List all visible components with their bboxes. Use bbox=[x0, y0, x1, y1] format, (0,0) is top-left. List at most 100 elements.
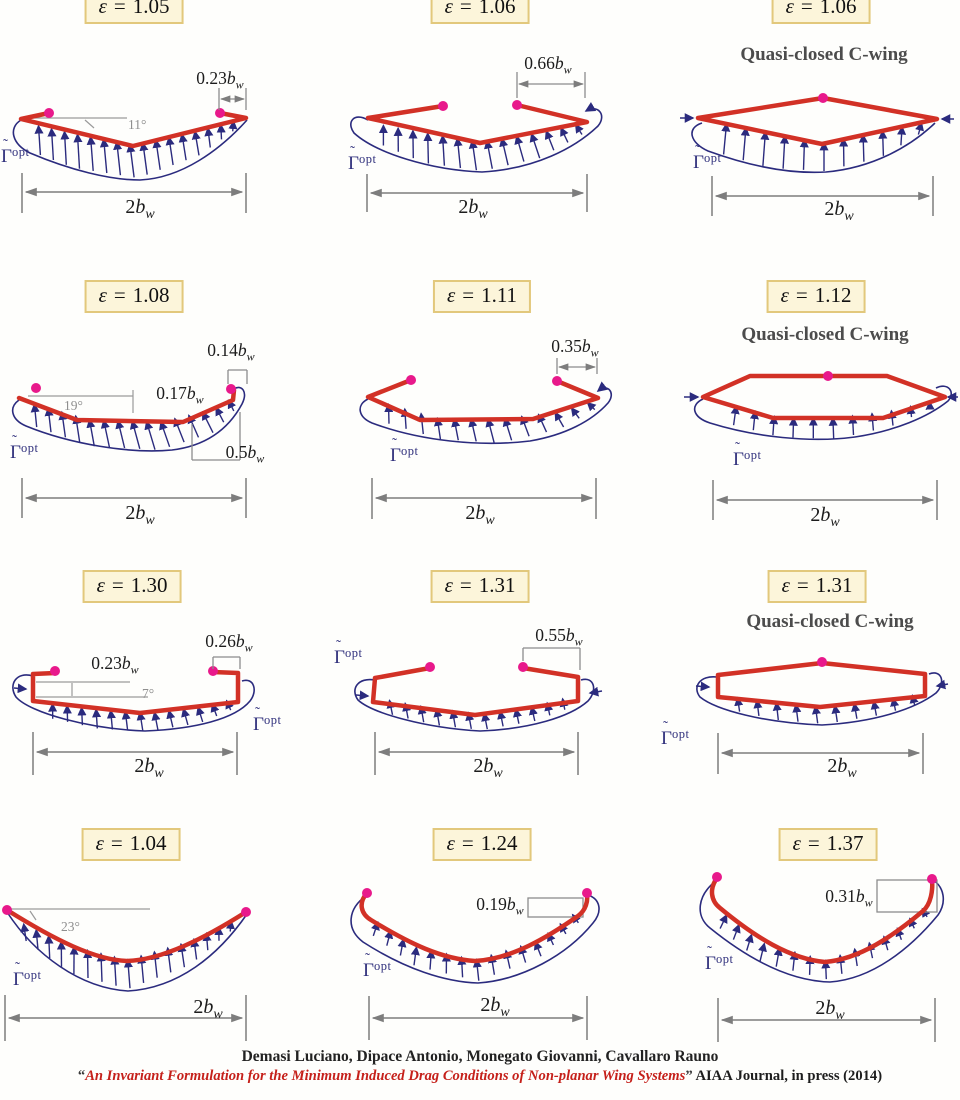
wing-drawing bbox=[12, 656, 255, 775]
span-dimension bbox=[4, 995, 247, 1041]
circulation-arrow bbox=[570, 407, 580, 419]
dimension-label: 0.5bw bbox=[225, 442, 265, 466]
quasi-closed-c-wing-label: Quasi-closed C-wing bbox=[746, 611, 914, 632]
wing-diagram-cell-8: ε = 1.31 0.55bw ˜ Γopt 2bw bbox=[320, 547, 640, 810]
dimension-label: 0.23bw bbox=[91, 653, 139, 677]
circulation-arrow bbox=[554, 411, 565, 428]
circulation-arrow bbox=[191, 130, 201, 156]
circulation-arrow bbox=[499, 137, 509, 166]
circulation-arrow bbox=[760, 130, 770, 166]
circulation-arrow bbox=[773, 946, 783, 967]
circulation-arrow bbox=[216, 123, 226, 140]
efficiency-badge: ε = 1.05 bbox=[84, 0, 184, 24]
gamma-opt-label: ˜ Γopt bbox=[253, 705, 282, 735]
circulation-arrow bbox=[468, 139, 478, 171]
efficiency-badge: ε = 1.37 bbox=[778, 828, 878, 861]
wingtip-dot bbox=[817, 657, 827, 667]
circulation-arrow bbox=[86, 135, 96, 171]
circulation-arrow bbox=[73, 133, 83, 169]
wingtip-dot bbox=[2, 905, 12, 915]
circulation-arrow bbox=[397, 937, 407, 956]
figure-row-3: ε = 1.30 0.23bw 0.26bw 7° ˜ Γopt 2bw ε = 1.31… bbox=[0, 547, 960, 810]
circulation-arrow bbox=[115, 419, 126, 449]
circulation-arrow bbox=[92, 708, 102, 729]
circulation-arrow bbox=[779, 134, 790, 169]
efficiency-badge: ε = 1.08 bbox=[84, 280, 184, 313]
circulation-arrow bbox=[121, 710, 131, 731]
dimension-label: 0.17bw bbox=[156, 383, 204, 407]
span-label: 2bw bbox=[125, 502, 155, 528]
paper-title: An Invariant Formulation for the Minimum… bbox=[85, 1068, 686, 1084]
circulation-arrows bbox=[721, 121, 924, 171]
tip-dimension-bracket bbox=[522, 647, 581, 670]
circulation-envelope bbox=[693, 385, 952, 441]
wing-drawing bbox=[2, 905, 251, 1041]
wingtip-dot bbox=[226, 384, 236, 394]
tip-dimension-bracket bbox=[212, 656, 241, 669]
wingtip-dot bbox=[927, 874, 937, 884]
circulation-arrow bbox=[851, 947, 861, 967]
span-label: 2bw bbox=[480, 994, 510, 1020]
circulation-arrow bbox=[126, 143, 136, 178]
circulation-arrow bbox=[202, 410, 214, 434]
span-label: 2bw bbox=[810, 504, 840, 530]
wing-drawing bbox=[12, 88, 249, 213]
circulation-envelope bbox=[12, 674, 255, 732]
citation-line: “An Invariant Formulation for the Minimu… bbox=[0, 1068, 960, 1085]
circulation-arrow bbox=[544, 129, 555, 151]
epsilon-value: 1.06 bbox=[478, 0, 516, 18]
tip-dimension-bracket bbox=[218, 88, 247, 110]
circulation-arrow bbox=[20, 922, 30, 942]
span-dimension bbox=[711, 176, 934, 216]
span-label: 2bw bbox=[134, 755, 164, 781]
height-dimension-bracket bbox=[191, 412, 241, 461]
wing-shape bbox=[18, 110, 249, 149]
angle-reference-lines bbox=[8, 908, 150, 921]
circulation-arrows bbox=[371, 913, 581, 981]
circulation-arrow bbox=[113, 140, 123, 176]
circulation-arrow bbox=[144, 420, 156, 450]
equals-sign: = bbox=[113, 0, 126, 18]
dimension-label: 0.26bw bbox=[205, 631, 253, 655]
gamma-opt-label: ˜ Γopt bbox=[661, 719, 690, 749]
span-dimension bbox=[712, 480, 938, 520]
figure-row-2: ε = 1.08 0.14bw 0.17bw 0.5bw 19° ˜ Γopt 2bw… bbox=[0, 262, 960, 547]
angle-label: 23° bbox=[61, 919, 80, 934]
circulation-envelope bbox=[359, 381, 613, 445]
circulation-arrow bbox=[438, 134, 448, 166]
circulation-arrow bbox=[811, 704, 821, 724]
span-dimension bbox=[32, 732, 238, 775]
circulation-arrow bbox=[866, 941, 876, 959]
wing-shape bbox=[16, 387, 237, 425]
wing-diagram-cell-11: ε = 1.24 0.19bw ˜ Γopt 2bw bbox=[320, 810, 640, 1048]
quasi-closed-c-wing-label: Quasi-closed C-wing bbox=[740, 44, 908, 65]
gamma-opt-label: ˜ Γopt bbox=[1, 137, 30, 167]
circulation-arrow bbox=[560, 126, 569, 143]
circulation-arrow bbox=[83, 948, 93, 979]
dimension-label: 0.55bw bbox=[535, 625, 583, 649]
dimension-label: 0.66bw bbox=[524, 53, 572, 77]
wing-drawing bbox=[680, 93, 954, 216]
circulation-arrow bbox=[758, 942, 767, 962]
angle-label: 19° bbox=[64, 398, 83, 413]
dimension-label: 0.19bw bbox=[476, 894, 524, 918]
tip-inward-arrow bbox=[935, 679, 949, 690]
circulation-arrow bbox=[178, 133, 188, 161]
efficiency-badge: ε = 1.30 bbox=[82, 570, 182, 603]
tip-dimension-bracket bbox=[556, 358, 598, 374]
circulation-arrow bbox=[740, 126, 750, 161]
wingtip-dot bbox=[512, 100, 522, 110]
tip-inward-arrow bbox=[13, 683, 28, 694]
circulation-arrow bbox=[831, 704, 841, 723]
authors-line: Demasi Luciano, Dipace Antonio, Monegato… bbox=[241, 1048, 719, 1065]
epsilon-value: 1.05 bbox=[132, 0, 170, 18]
journal-reference: AIAA Journal, in press (2014) bbox=[692, 1068, 883, 1084]
angle-label: 7° bbox=[142, 686, 155, 701]
wingtip-dot bbox=[823, 371, 833, 381]
tip-inward-arrow bbox=[695, 681, 711, 692]
epsilon-value: 1.08 bbox=[132, 283, 170, 307]
circulation-arrow bbox=[744, 933, 754, 951]
circulation-arrow bbox=[136, 711, 146, 731]
angle-reference-lines bbox=[28, 390, 134, 413]
gamma-opt-label: ˜ Γopt bbox=[390, 436, 419, 466]
